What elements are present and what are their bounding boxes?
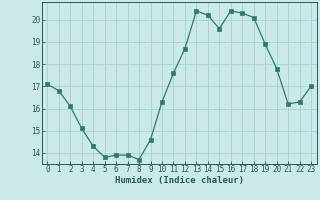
X-axis label: Humidex (Indice chaleur): Humidex (Indice chaleur) <box>115 176 244 185</box>
